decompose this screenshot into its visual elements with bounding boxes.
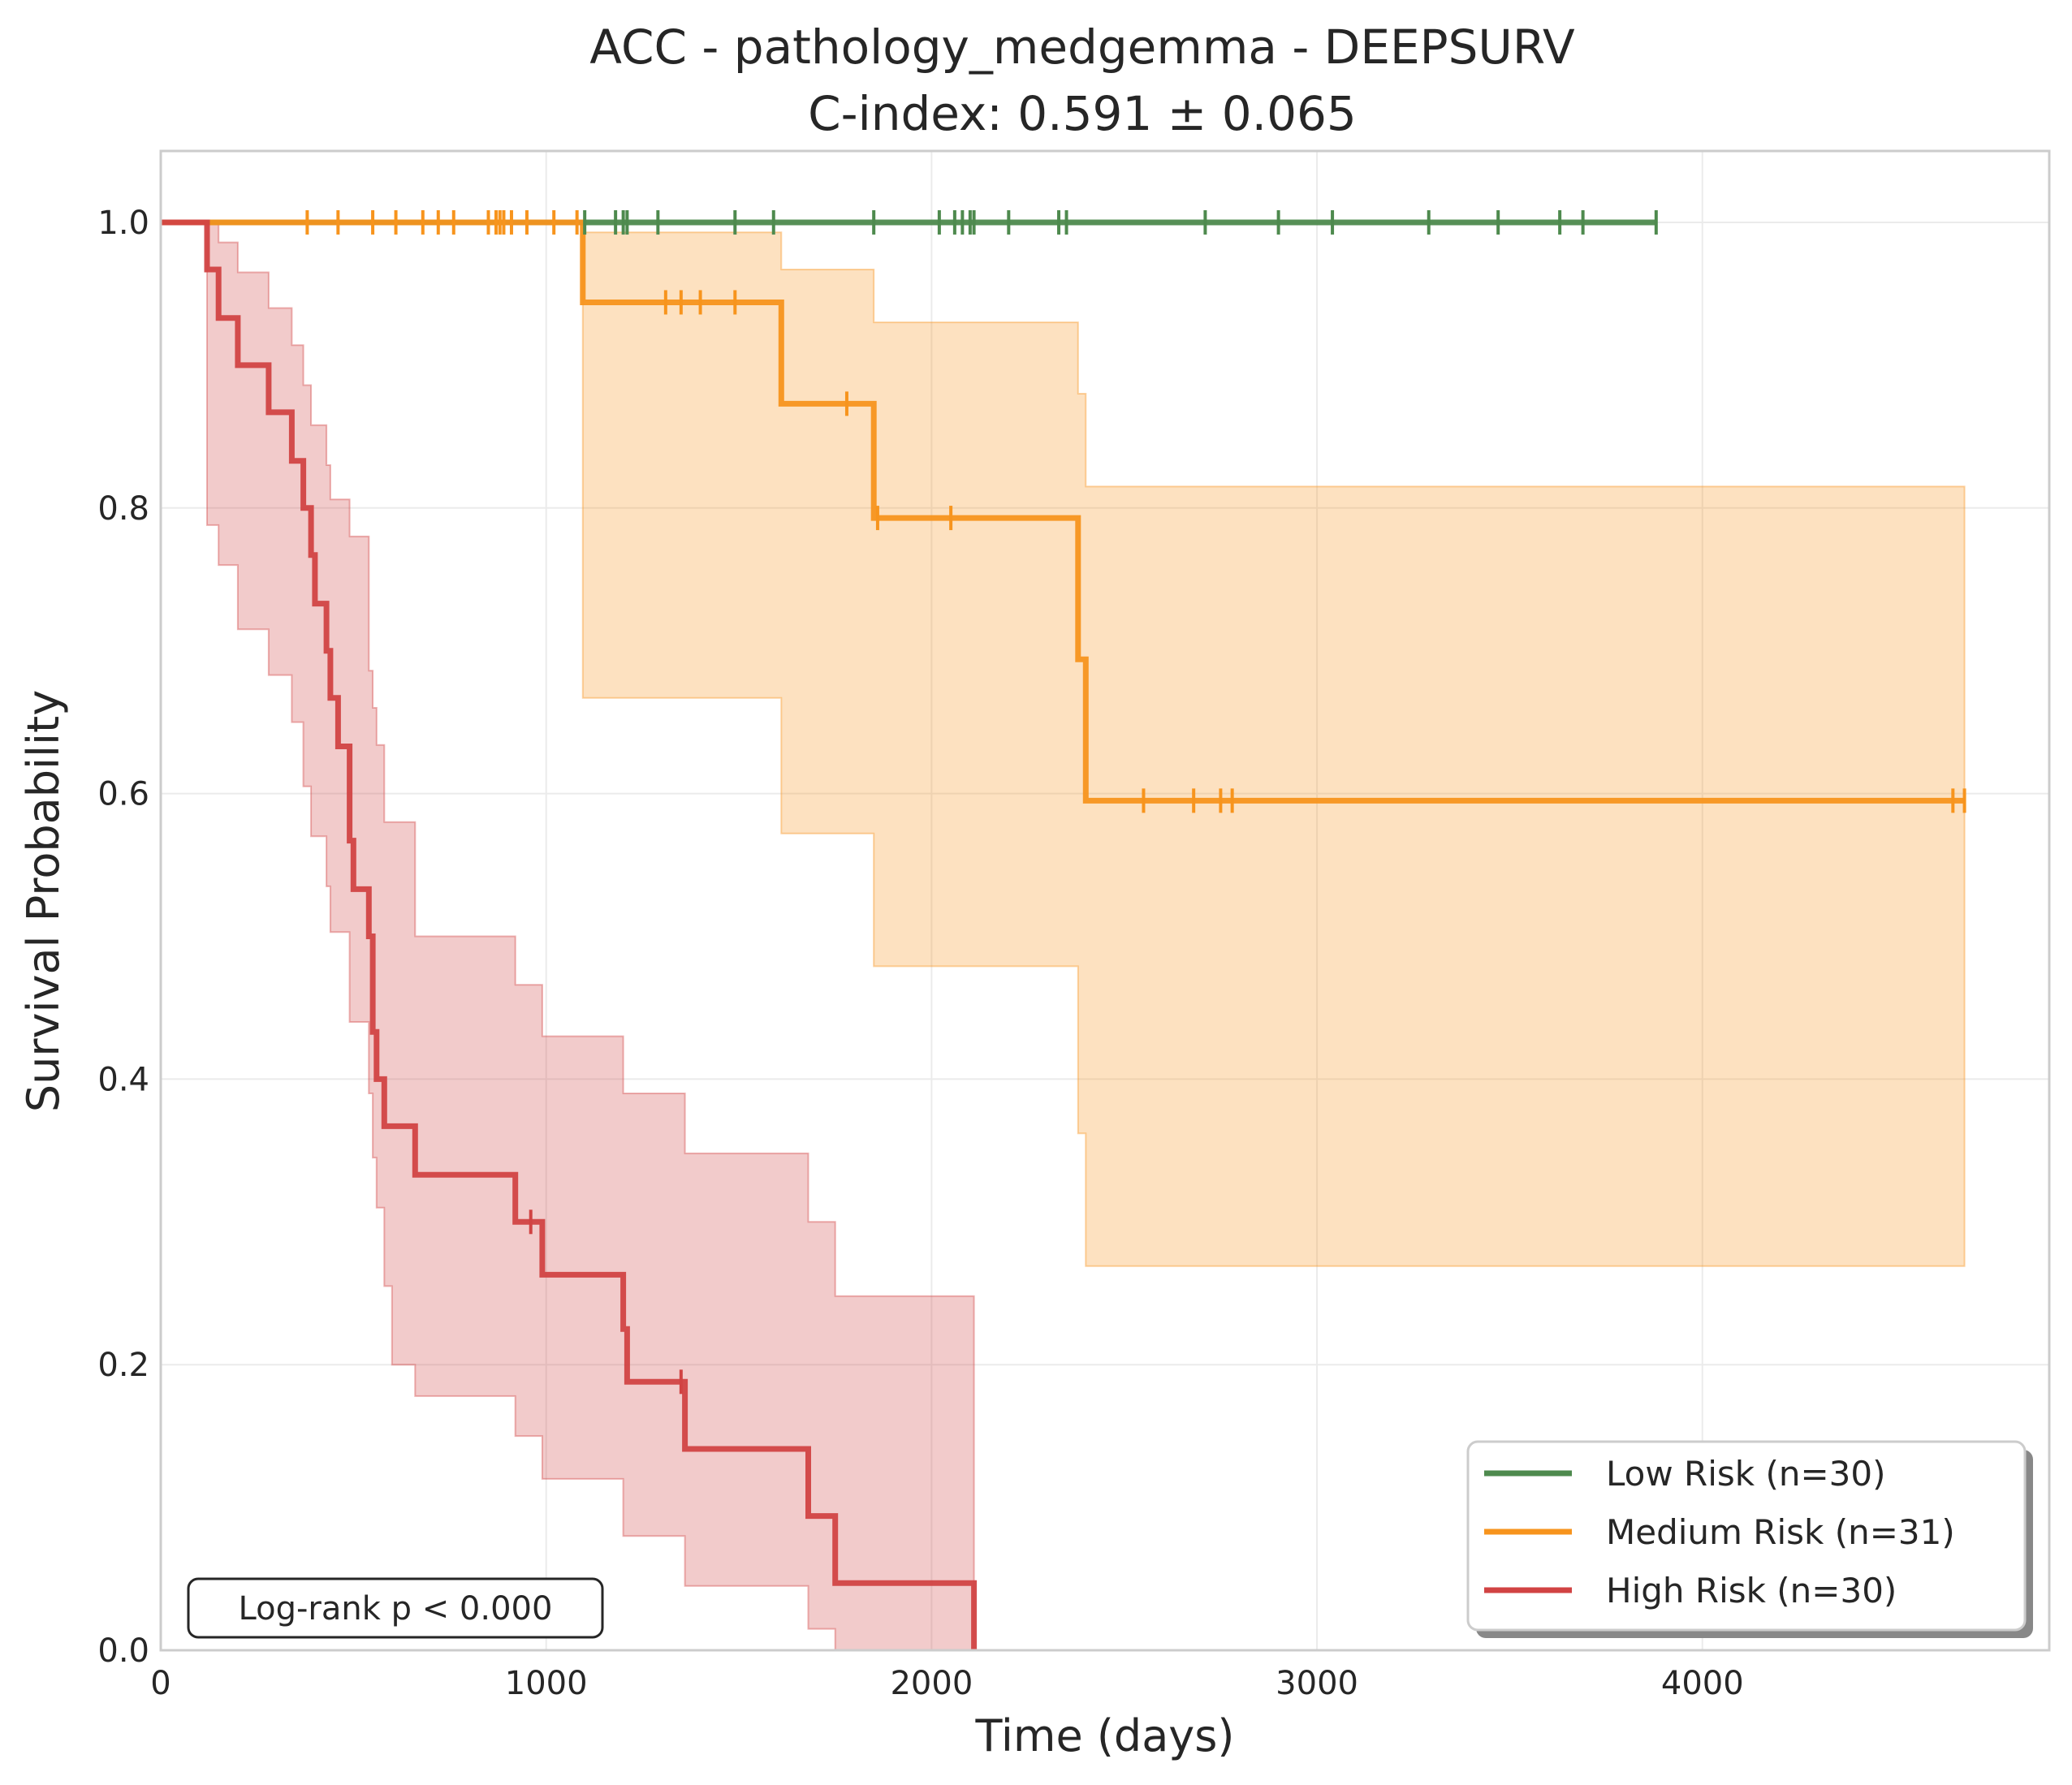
- x-axis-label: Time (days): [975, 1710, 1235, 1761]
- y-axis-ticks: 0.0 0.2 0.4 0.6 0.8 1.0: [97, 205, 149, 1670]
- x-tick-label: 1000: [505, 1665, 588, 1702]
- chart-title-line1: ACC - pathology_medgemma - DEEPSURV: [589, 19, 1575, 75]
- y-tick-label: 0.0: [97, 1632, 149, 1670]
- x-tick-label: 2000: [890, 1665, 973, 1702]
- legend-entries: Low Risk (n=30) Medium Risk (n=31) High Ri…: [1484, 1454, 1955, 1610]
- legend-label-high: High Risk (n=30): [1606, 1571, 1897, 1610]
- legend-label-low: Low Risk (n=30): [1606, 1454, 1886, 1494]
- x-axis-ticks: 0 1000 2000 3000 4000: [150, 1665, 1743, 1702]
- y-tick-label: 0.8: [97, 490, 149, 528]
- logrank-annotation: Log-rank p < 0.000: [187, 1577, 604, 1639]
- medium-risk-ci-band: [581, 231, 1966, 1267]
- plot-frame: [159, 149, 2051, 1652]
- high-risk-curve: [161, 219, 978, 1650]
- medium-risk-curve: [161, 219, 1965, 804]
- legend-label-medium: Medium Risk (n=31): [1606, 1512, 1955, 1552]
- y-axis-label: Survival Probability: [18, 690, 69, 1112]
- y-tick-label: 0.4: [97, 1061, 149, 1098]
- survival-curves: [161, 219, 1965, 1650]
- legend-box: [1466, 1440, 2027, 1632]
- x-tick-label: 0: [150, 1665, 171, 1702]
- censor-marks: [305, 209, 1966, 1395]
- x-tick-label: 3000: [1276, 1665, 1358, 1702]
- chart-title-line2: C-index: 0.591 ± 0.065: [808, 86, 1357, 141]
- y-tick-label: 0.6: [97, 776, 149, 813]
- y-tick-label: 0.2: [97, 1347, 149, 1384]
- x-tick-label: 4000: [1661, 1665, 1744, 1702]
- logrank-text: Log-rank p < 0.000: [239, 1590, 553, 1628]
- annotation-box: [187, 1577, 604, 1639]
- y-tick-label: 1.0: [97, 205, 149, 242]
- legend: Low Risk (n=30) Medium Risk (n=31) High Ri…: [1466, 1440, 2033, 1638]
